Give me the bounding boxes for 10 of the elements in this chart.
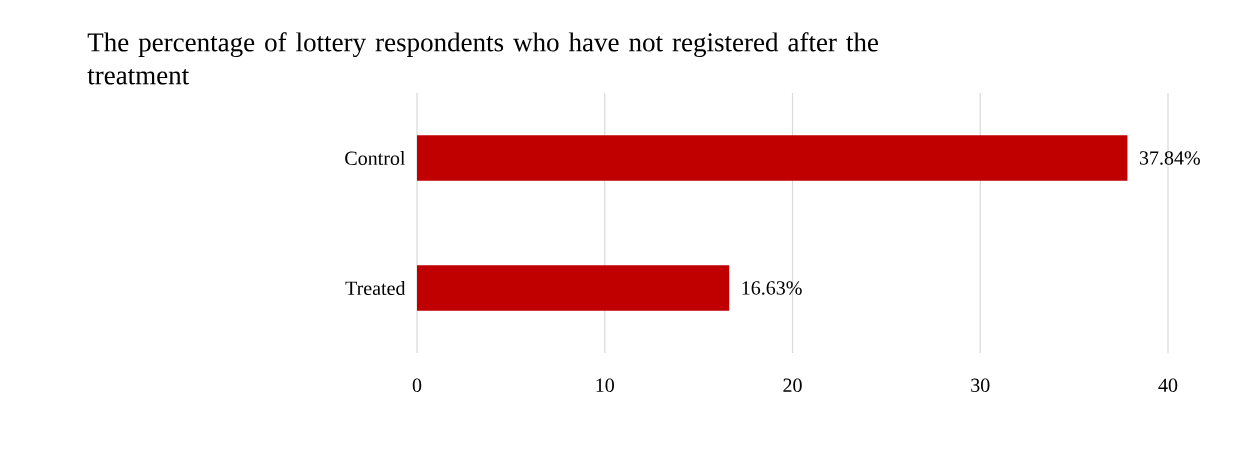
- x-tick-label: 10: [596, 378, 614, 393]
- y-tick-label: Treated: [345, 280, 406, 296]
- x-tick-label: 0: [412, 378, 422, 393]
- chart-title: The percentage of lottery respondents who have not registered after the treatment: [87, 32, 879, 85]
- y-tick-label: Control: [345, 150, 406, 166]
- x-tick-label: 30: [971, 378, 990, 393]
- x-tick-label: 40: [1158, 378, 1178, 393]
- x-tick-label: 20: [783, 378, 802, 393]
- data-label: 16.63%: [742, 281, 802, 295]
- data-label: 37.84%: [1139, 151, 1200, 165]
